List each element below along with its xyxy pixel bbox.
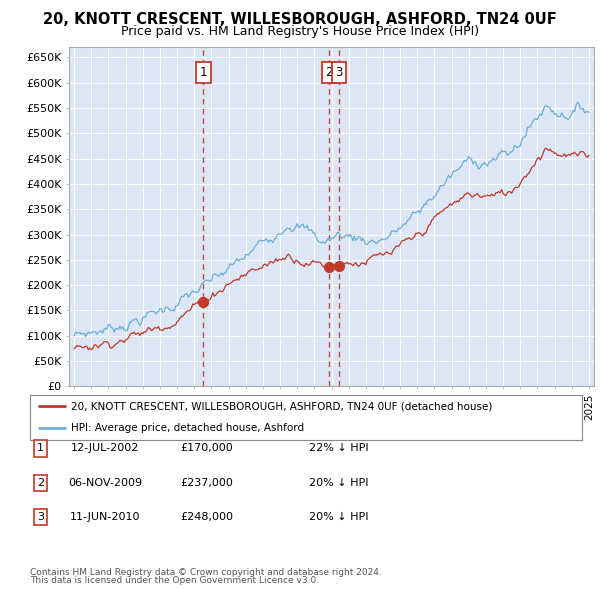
Text: £248,000: £248,000: [181, 512, 233, 522]
Text: 3: 3: [37, 512, 44, 522]
Text: 12-JUL-2002: 12-JUL-2002: [71, 444, 139, 453]
Text: 1: 1: [37, 444, 44, 453]
Text: 1: 1: [200, 66, 207, 79]
Text: 20% ↓ HPI: 20% ↓ HPI: [309, 478, 368, 487]
Text: 20, KNOTT CRESCENT, WILLESBOROUGH, ASHFORD, TN24 0UF: 20, KNOTT CRESCENT, WILLESBOROUGH, ASHFO…: [43, 12, 557, 27]
Text: Price paid vs. HM Land Registry's House Price Index (HPI): Price paid vs. HM Land Registry's House …: [121, 25, 479, 38]
Text: £170,000: £170,000: [181, 444, 233, 453]
Text: 06-NOV-2009: 06-NOV-2009: [68, 478, 142, 487]
Text: This data is licensed under the Open Government Licence v3.0.: This data is licensed under the Open Gov…: [30, 576, 319, 585]
Text: 2: 2: [325, 66, 332, 79]
Text: Contains HM Land Registry data © Crown copyright and database right 2024.: Contains HM Land Registry data © Crown c…: [30, 568, 382, 577]
Text: 2: 2: [37, 478, 44, 487]
Text: 20, KNOTT CRESCENT, WILLESBOROUGH, ASHFORD, TN24 0UF (detached house): 20, KNOTT CRESCENT, WILLESBOROUGH, ASHFO…: [71, 401, 493, 411]
Text: £237,000: £237,000: [181, 478, 233, 487]
Text: HPI: Average price, detached house, Ashford: HPI: Average price, detached house, Ashf…: [71, 424, 305, 434]
Text: 3: 3: [335, 66, 343, 79]
Text: 11-JUN-2010: 11-JUN-2010: [70, 512, 140, 522]
Text: 22% ↓ HPI: 22% ↓ HPI: [309, 444, 368, 453]
Text: 20% ↓ HPI: 20% ↓ HPI: [309, 512, 368, 522]
